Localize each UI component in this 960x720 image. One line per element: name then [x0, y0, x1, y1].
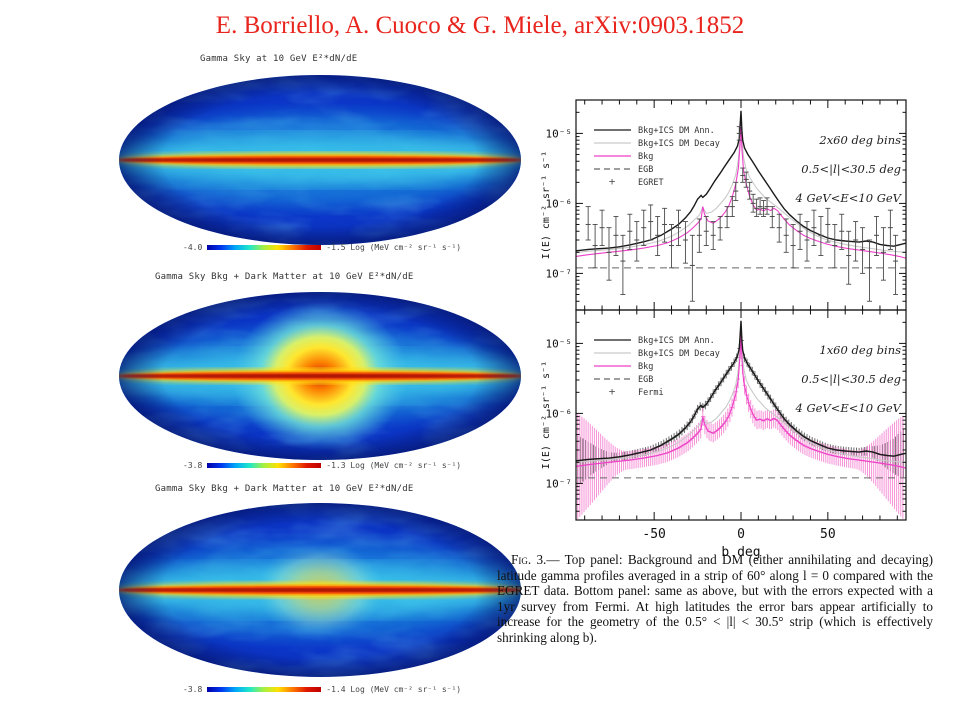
panel-annotation: 0.5<|l|<30.5 deg	[801, 162, 901, 177]
colorbar-max-label: -1.5 Log (MeV cm⁻² sr⁻¹ s⁻¹)	[326, 243, 462, 252]
x-axis-label: b deg	[721, 545, 760, 560]
y-axis-label: I(E) cm⁻² sr⁻¹ s⁻¹	[541, 151, 552, 259]
panel-annotation: 0.5<|l|<30.5 deg	[801, 372, 901, 387]
colorbar-2: -3.8 -1.3 Log (MeV cm⁻² sr⁻¹ s⁻¹)	[183, 461, 461, 470]
legend-label: EGB	[638, 165, 653, 175]
x-tick-label: 50	[820, 527, 836, 542]
bottom-panel-data	[576, 320, 906, 520]
svg-text:10⁻⁶: 10⁻⁶	[546, 197, 573, 210]
legend-label: Bkg	[638, 152, 653, 162]
colorbar-3: -3.8 -1.4 Log (MeV cm⁻² sr⁻¹ s⁻¹)	[183, 685, 461, 694]
panel-annotation: 4 GeV<E<10 GeV	[794, 401, 902, 415]
x-tick-label: 0	[737, 527, 745, 542]
colorbar-gradient	[207, 463, 322, 468]
y-axis-label: I(E) cm⁻² sr⁻¹ s⁻¹	[541, 361, 552, 469]
colorbar-min-label: -4.0	[183, 243, 203, 252]
page-title: E. Borriello, A. Cuoco & G. Miele, arXiv…	[215, 12, 745, 39]
svg-text:10⁻⁶: 10⁻⁶	[546, 407, 573, 420]
colorbar-max-label: -1.4 Log (MeV cm⁻² sr⁻¹ s⁻¹)	[326, 685, 462, 694]
latitude-profiles-chart: 10⁻⁵ 10⁻⁶ 10⁻⁷ I(E) cm⁻² sr⁻¹ s⁻¹ Bkg+ICS DM…	[541, 99, 907, 560]
svg-text:10⁻⁷: 10⁻⁷	[546, 477, 573, 490]
svg-text:10⁻⁷: 10⁻⁷	[546, 267, 573, 280]
legend-label: Bkg+ICS DM Ann.	[638, 126, 715, 136]
legend-label: Fermi	[638, 388, 664, 398]
panel-annotation: 2x60 deg bins	[818, 133, 901, 147]
svg-text:10⁻⁵: 10⁻⁵	[546, 337, 573, 350]
colorbar-max-label: -1.3 Log (MeV cm⁻² sr⁻¹ s⁻¹)	[326, 461, 462, 470]
panel-annotation: 4 GeV<E<10 GeV	[794, 191, 902, 205]
legend-label: Bkg	[638, 362, 653, 372]
caption-lead: Fig. 3.—	[511, 552, 560, 567]
colorbar-1: -4.0 -1.5 Log (MeV cm⁻² sr⁻¹ s⁻¹)	[183, 243, 461, 252]
colorbar-gradient	[207, 245, 322, 250]
skymap-bkg-dark-matter-2	[119, 503, 521, 677]
panel-annotation: 1x60 deg bins	[819, 343, 901, 357]
skymap-bkg-dark-matter	[119, 291, 521, 461]
legend-label: EGB	[638, 375, 653, 385]
svg-text:10⁻⁵: 10⁻⁵	[546, 127, 573, 140]
top-panel-data	[576, 110, 906, 302]
map-title-gamma-sky: Gamma Sky at 10 GeV E²*dN/dE	[200, 54, 358, 64]
map-title-bkg-dm: Gamma Sky Bkg + Dark Matter at 10 GeV E²…	[155, 272, 414, 282]
x-tick-label: -50	[642, 527, 665, 542]
legend-label: Bkg+ICS DM Decay	[638, 139, 720, 149]
figure-caption: Fig. 3.— Top panel: Background and DM (e…	[497, 552, 933, 645]
caption-body: Top panel: Background and DM (either ann…	[497, 552, 933, 645]
legend-label: Bkg+ICS DM Decay	[638, 349, 720, 359]
svg-text:+: +	[609, 175, 616, 188]
svg-text:+: +	[609, 385, 616, 398]
colorbar-min-label: -3.8	[183, 685, 203, 694]
colorbar-gradient	[207, 687, 322, 692]
skymap-gamma-sky	[119, 75, 521, 245]
legend-label: Bkg+ICS DM Ann.	[638, 336, 715, 346]
colorbar-min-label: -3.8	[183, 461, 203, 470]
legend-label: EGRET	[638, 178, 664, 188]
map-title-bkg-dm-2: Gamma Sky Bkg + Dark Matter at 10 GeV E²…	[155, 484, 414, 494]
